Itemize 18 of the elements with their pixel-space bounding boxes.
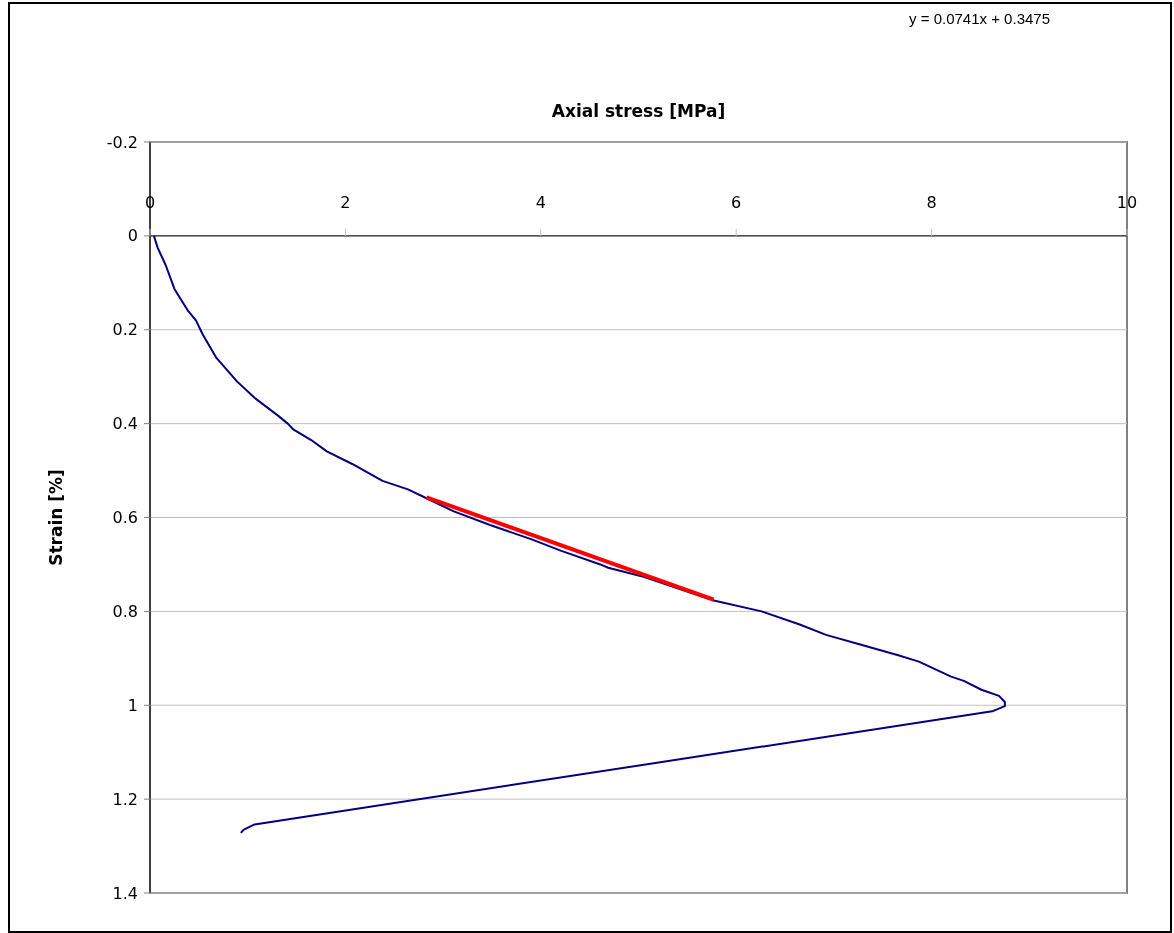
x-tick-label: 4 — [535, 192, 546, 212]
y-tick-label: 0.2 — [112, 320, 138, 340]
x-tick-label: 10 — [1116, 192, 1138, 212]
y-tick-label: 1.2 — [112, 789, 138, 809]
text: y = 0.0741x + 0.3475 — [909, 10, 1050, 27]
chart-title: Axial stress [MPa] — [551, 101, 726, 121]
y-tick-label: 0 — [127, 226, 138, 246]
y-tick-label: 1.4 — [112, 883, 138, 903]
y-tick-label: -0.2 — [106, 132, 138, 152]
x-tick-label: 2 — [340, 192, 351, 212]
y-axis-title: Strain [%] — [46, 469, 66, 566]
line-series — [152, 234, 1006, 834]
y-tick-label: 0.6 — [112, 508, 138, 528]
y-tick-label: 0.4 — [112, 414, 138, 434]
y-tick-label: 1 — [127, 695, 138, 715]
x-tick-label: 8 — [926, 192, 937, 212]
y-tick-label: 0.8 — [112, 601, 138, 621]
x-tick-label: 6 — [731, 192, 742, 212]
